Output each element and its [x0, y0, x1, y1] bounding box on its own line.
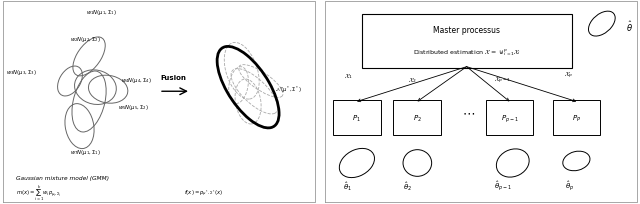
Text: $\mathcal{X}_p$: $\mathcal{X}_p$ — [564, 70, 573, 81]
Text: $\mathcal{N}(\mu^*, \Sigma^*)$: $\mathcal{N}(\mu^*, \Sigma^*)$ — [275, 85, 302, 95]
Text: $w_7 N(\mu_1, \Sigma_1)$: $w_7 N(\mu_1, \Sigma_1)$ — [70, 147, 100, 156]
FancyBboxPatch shape — [486, 101, 534, 136]
Text: $\mathcal{X}_2$: $\mathcal{X}_2$ — [408, 75, 417, 84]
Text: Gaussian mixture model (GMM): Gaussian mixture model (GMM) — [16, 175, 109, 181]
Text: Master processus: Master processus — [433, 26, 500, 35]
Text: $f(x) = p_{\mu^*, \Sigma^*}(x)$: $f(x) = p_{\mu^*, \Sigma^*}(x)$ — [184, 187, 224, 198]
Text: $P_P$: $P_P$ — [572, 113, 581, 123]
Text: $w_4 N(\mu_4, \Sigma_4)$: $w_4 N(\mu_4, \Sigma_4)$ — [121, 76, 152, 85]
Text: $\mathcal{X}_1$: $\mathcal{X}_1$ — [344, 71, 353, 80]
Text: Fusion: Fusion — [161, 75, 186, 81]
FancyBboxPatch shape — [362, 15, 572, 68]
Text: $P_{p-1}$: $P_{p-1}$ — [500, 113, 518, 124]
Text: $w_3 N(\mu_3, \Sigma_3)$: $w_3 N(\mu_3, \Sigma_3)$ — [6, 68, 37, 76]
Text: $\hat{\theta}_p$: $\hat{\theta}_p$ — [565, 178, 575, 192]
Text: $w_2 N(\mu_2, \Sigma_2)$: $w_2 N(\mu_2, \Sigma_2)$ — [70, 35, 100, 44]
FancyBboxPatch shape — [552, 101, 600, 136]
Text: $P_1$: $P_1$ — [353, 113, 362, 123]
Text: $\hat{\theta}_1$: $\hat{\theta}_1$ — [343, 179, 352, 192]
Text: $\hat{\theta}_{p-1}$: $\hat{\theta}_{p-1}$ — [494, 178, 512, 192]
FancyBboxPatch shape — [394, 101, 441, 136]
Text: $\mathcal{X}_{p-1}$: $\mathcal{X}_{p-1}$ — [493, 74, 511, 85]
FancyBboxPatch shape — [333, 101, 381, 136]
Text: $\cdots$: $\cdots$ — [461, 106, 475, 119]
Text: $\hat{\theta}$: $\hat{\theta}$ — [626, 19, 633, 34]
Text: $\hat{\theta}_2$: $\hat{\theta}_2$ — [403, 179, 412, 192]
Text: $w_1 N(\mu_1, \Sigma_1)$: $w_1 N(\mu_1, \Sigma_1)$ — [86, 8, 116, 17]
Text: Distributed estimation $\mathcal{X} = \uplus_{i=1}^{p} \mathcal{X}_i$: Distributed estimation $\mathcal{X} = \u… — [413, 47, 521, 57]
Text: $m(x) = \sum_{i=1}^{k} w_i p_{\mu_i, \Sigma_i}$: $m(x) = \sum_{i=1}^{k} w_i p_{\mu_i, \Si… — [16, 183, 61, 202]
Text: $P_2$: $P_2$ — [413, 113, 422, 123]
Text: $w_5 N(\mu_5, \Sigma_2)$: $w_5 N(\mu_5, \Sigma_2)$ — [118, 102, 148, 111]
